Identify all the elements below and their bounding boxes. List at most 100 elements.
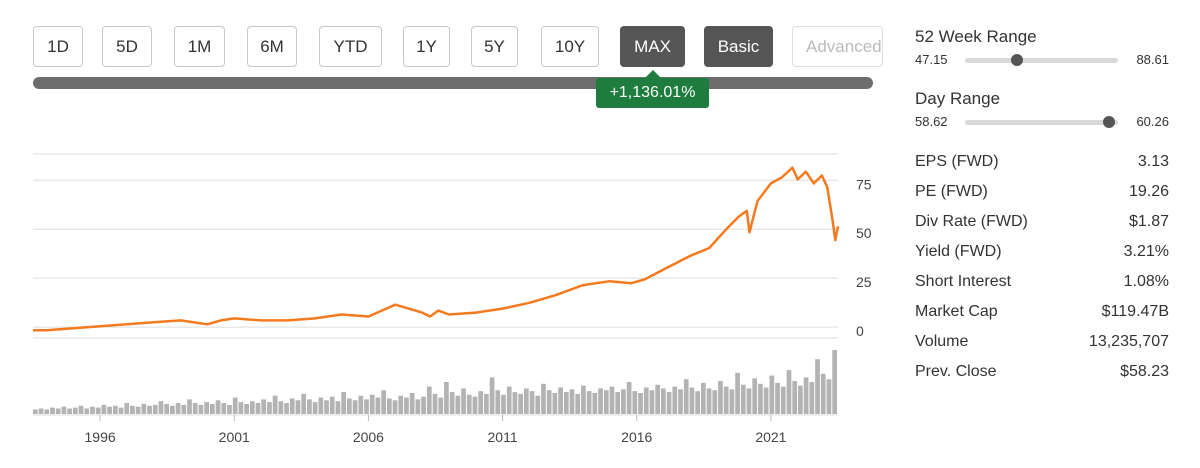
- volume-bar: [375, 397, 381, 414]
- volume-bar: [398, 395, 404, 414]
- range-max-button[interactable]: MAX: [620, 26, 685, 67]
- volume-bar: [261, 399, 267, 414]
- range-1d-button[interactable]: 1D: [33, 26, 83, 67]
- volume-bar: [244, 403, 249, 414]
- range-10y-button[interactable]: 10Y: [541, 26, 599, 67]
- volume-bar: [204, 402, 209, 414]
- volume-bar: [215, 400, 221, 414]
- range-1m-button[interactable]: 1M: [174, 26, 225, 67]
- price-line-layer: [33, 166, 840, 332]
- chart-gridlines: [33, 153, 838, 339]
- range-ytd-button[interactable]: YTD: [319, 26, 382, 67]
- volume-bar: [575, 393, 581, 414]
- volume-bar: [181, 404, 187, 414]
- range-5d-button[interactable]: 5D: [102, 26, 152, 67]
- volume-bar: [118, 407, 124, 414]
- volume-bar: [609, 386, 615, 414]
- volume-bar: [815, 359, 820, 414]
- volume-bar: [512, 392, 518, 414]
- volume-bar: [798, 385, 803, 414]
- volume-bar: [678, 389, 683, 414]
- volume-bar: [632, 391, 638, 414]
- volume-bar: [318, 397, 324, 414]
- volume-bar: [489, 377, 495, 414]
- volume-bar: [581, 385, 586, 414]
- volume-bar: [352, 400, 358, 414]
- y-tick-label: 50: [856, 225, 872, 241]
- range-1y-button[interactable]: 1Y: [403, 26, 450, 67]
- basic-view-button[interactable]: Basic: [704, 26, 773, 67]
- volume-bar: [763, 387, 769, 414]
- volume-bar: [209, 403, 215, 414]
- volume-bar: [267, 402, 272, 414]
- volume-bar: [175, 403, 181, 414]
- volume-bar: [221, 403, 227, 414]
- volume-bar: [775, 382, 780, 414]
- volume-bar: [695, 391, 700, 414]
- volume-bar: [723, 386, 729, 414]
- volume-bar: [740, 384, 746, 414]
- volume-bar: [147, 405, 152, 414]
- stat-label: Prev. Close: [915, 363, 997, 380]
- stat-eps: EPS (FWD) 3.13: [915, 147, 1169, 177]
- volume-bar: [449, 392, 455, 414]
- volume-bar: [820, 373, 826, 414]
- volume-bar: [598, 388, 603, 414]
- range-6m-button[interactable]: 6M: [247, 26, 297, 67]
- volume-bar: [569, 389, 575, 414]
- advanced-view-button[interactable]: Advanced: [792, 26, 883, 67]
- stat-value: 3.13: [1137, 153, 1169, 170]
- day-high: 60.26: [1136, 114, 1169, 129]
- stat-label: Volume: [915, 333, 969, 350]
- volume-bar: [563, 392, 569, 414]
- volume-bar: [50, 407, 55, 414]
- volume-bar: [592, 392, 598, 414]
- volume-bar: [107, 406, 112, 414]
- volume-bar: [409, 392, 415, 414]
- volume-bar: [95, 407, 101, 414]
- volume-bar: [415, 399, 421, 414]
- volume-bar: [55, 408, 61, 414]
- volume-bar: [358, 395, 364, 414]
- volume-bar: [501, 394, 506, 414]
- week-52-range-title: 52 Week Range: [915, 27, 1037, 46]
- volume-bar: [381, 390, 386, 414]
- volume-bar: [603, 390, 609, 414]
- range-5y-button[interactable]: 5Y: [471, 26, 518, 67]
- volume-bar: [386, 398, 392, 414]
- volume-bar: [152, 404, 158, 414]
- price-line: [33, 166, 840, 332]
- volume-bar: [272, 395, 278, 414]
- volume-bar: [90, 406, 95, 414]
- volume-bar: [495, 390, 501, 414]
- x-tick-label: 2011: [488, 429, 518, 445]
- day-low: 58.62: [915, 114, 948, 129]
- volume-bar: [803, 377, 809, 414]
- volume-bar: [44, 409, 50, 414]
- volume-bar: [535, 395, 541, 414]
- y-axis: 0 25 50 75: [856, 176, 872, 339]
- volume-bar: [141, 403, 147, 414]
- volume-bar: [546, 390, 552, 414]
- volume-bar: [643, 387, 649, 414]
- volume-bar: [661, 388, 666, 414]
- price-change-badge: +1,136.01%: [596, 70, 709, 108]
- volume-bar: [461, 388, 466, 414]
- volume-bar: [432, 393, 438, 414]
- volume-bar: [672, 386, 678, 414]
- volume-bar: [232, 397, 238, 414]
- volume-bar: [518, 393, 523, 414]
- stat-label: Short Interest: [915, 273, 1012, 290]
- volume-bar: [84, 408, 90, 414]
- y-tick-label: 25: [856, 274, 872, 290]
- volume-bar: [278, 401, 284, 414]
- volume-bar: [369, 394, 375, 414]
- day-range: Day Range 58.62 60.26: [915, 88, 1169, 150]
- volume-bar: [295, 400, 301, 414]
- volume-bar: [101, 404, 107, 414]
- stats-panel: 52 Week Range 47.15 88.61 Day Range 58.6…: [915, 26, 1169, 387]
- stat-value: $119.47B: [1101, 303, 1169, 320]
- volume-bar: [506, 386, 512, 414]
- volume-bar: [249, 401, 255, 414]
- stat-div-rate: Div Rate (FWD) $1.87: [915, 207, 1169, 237]
